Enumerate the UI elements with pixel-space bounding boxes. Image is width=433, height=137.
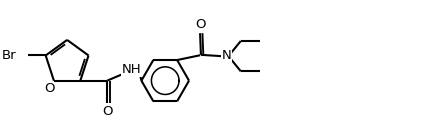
- Text: N: N: [222, 49, 232, 62]
- Text: Br: Br: [2, 49, 16, 62]
- Text: O: O: [102, 105, 113, 118]
- Text: NH: NH: [122, 63, 142, 76]
- Text: O: O: [44, 82, 55, 95]
- Text: O: O: [196, 18, 206, 31]
